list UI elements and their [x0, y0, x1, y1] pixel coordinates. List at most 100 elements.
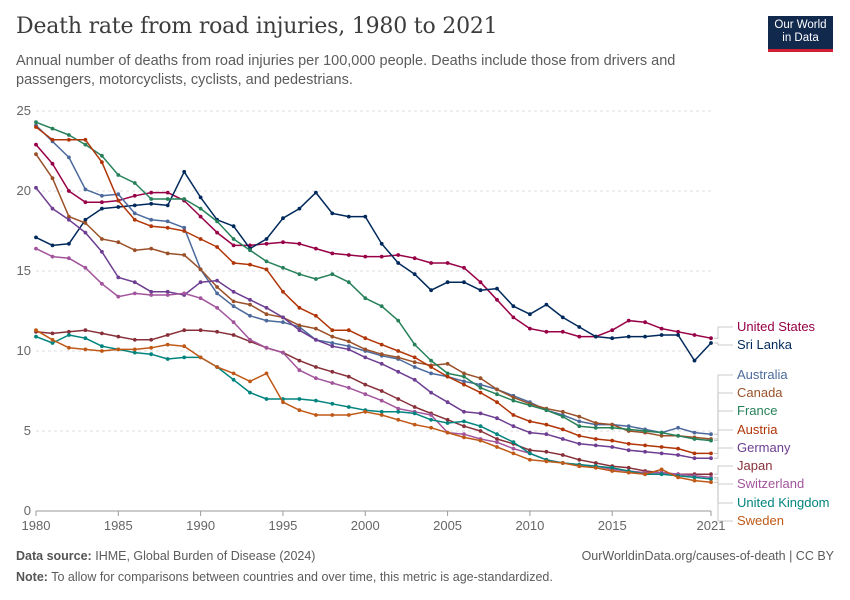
data-point[interactable]: [626, 334, 631, 339]
data-point[interactable]: [396, 349, 401, 353]
data-point[interactable]: [281, 240, 285, 245]
data-point[interactable]: [346, 413, 351, 417]
data-point[interactable]: [314, 337, 318, 342]
data-point[interactable]: [264, 397, 269, 401]
data-point[interactable]: [462, 265, 466, 270]
data-point[interactable]: [445, 371, 450, 376]
data-point[interactable]: [34, 142, 38, 147]
data-point[interactable]: [412, 377, 417, 382]
data-point[interactable]: [231, 224, 236, 229]
data-point[interactable]: [429, 261, 433, 265]
series-sri-lanka[interactable]: [34, 169, 713, 363]
data-point[interactable]: [626, 465, 631, 470]
data-point[interactable]: [83, 187, 88, 192]
data-point[interactable]: [709, 336, 713, 341]
data-point[interactable]: [231, 377, 236, 382]
series-line[interactable]: [35, 187, 711, 459]
data-point[interactable]: [379, 413, 384, 417]
data-point[interactable]: [412, 342, 417, 347]
series-sweden[interactable]: [34, 328, 713, 485]
data-point[interactable]: [709, 456, 713, 461]
data-point[interactable]: [544, 329, 549, 334]
series-australia[interactable]: [34, 123, 713, 437]
data-point[interactable]: [593, 334, 598, 339]
data-point[interactable]: [676, 425, 680, 430]
data-point[interactable]: [297, 206, 302, 211]
data-point[interactable]: [626, 427, 631, 432]
data-point[interactable]: [560, 427, 565, 432]
data-point[interactable]: [478, 438, 483, 443]
data-point[interactable]: [610, 425, 615, 430]
data-point[interactable]: [198, 214, 203, 219]
data-point[interactable]: [116, 198, 121, 203]
data-point[interactable]: [577, 424, 582, 429]
data-point[interactable]: [330, 211, 335, 216]
data-point[interactable]: [445, 280, 450, 285]
data-point[interactable]: [248, 390, 252, 395]
data-point[interactable]: [330, 341, 335, 345]
legend-label[interactable]: United States: [737, 319, 816, 334]
data-point[interactable]: [215, 305, 220, 310]
data-point[interactable]: [429, 371, 433, 376]
data-point[interactable]: [67, 217, 71, 222]
data-point[interactable]: [330, 344, 335, 349]
data-point[interactable]: [511, 413, 516, 417]
data-point[interactable]: [182, 328, 187, 333]
data-point[interactable]: [132, 350, 137, 355]
data-point[interactable]: [330, 381, 335, 385]
data-point[interactable]: [511, 424, 516, 429]
data-point[interactable]: [67, 137, 71, 142]
data-point[interactable]: [495, 297, 499, 302]
series-canada[interactable]: [34, 152, 713, 441]
data-point[interactable]: [248, 379, 252, 384]
data-point[interactable]: [50, 243, 55, 248]
data-point[interactable]: [149, 293, 154, 297]
data-point[interactable]: [165, 357, 170, 361]
data-point[interactable]: [297, 397, 302, 401]
data-point[interactable]: [100, 200, 104, 205]
data-point[interactable]: [149, 224, 154, 229]
data-point[interactable]: [248, 337, 252, 342]
data-point[interactable]: [281, 400, 285, 405]
data-point[interactable]: [511, 315, 516, 320]
data-point[interactable]: [577, 419, 582, 424]
data-point[interactable]: [478, 382, 483, 387]
data-point[interactable]: [116, 275, 121, 280]
data-point[interactable]: [379, 304, 384, 309]
data-point[interactable]: [692, 451, 697, 456]
data-point[interactable]: [412, 355, 417, 360]
series-germany[interactable]: [34, 185, 713, 461]
data-point[interactable]: [50, 337, 55, 342]
data-point[interactable]: [379, 254, 384, 259]
data-point[interactable]: [67, 329, 71, 334]
data-point[interactable]: [100, 237, 104, 241]
data-point[interactable]: [182, 197, 187, 201]
data-point[interactable]: [495, 445, 499, 449]
data-point[interactable]: [297, 408, 302, 413]
series-line[interactable]: [35, 329, 712, 483]
data-point[interactable]: [346, 385, 351, 390]
data-point[interactable]: [248, 262, 252, 267]
data-point[interactable]: [215, 285, 220, 289]
data-point[interactable]: [116, 192, 121, 197]
legend-label[interactable]: Canada: [737, 385, 783, 400]
data-point[interactable]: [50, 341, 55, 345]
data-point[interactable]: [659, 326, 664, 331]
data-point[interactable]: [495, 440, 499, 445]
data-point[interactable]: [593, 461, 598, 465]
data-point[interactable]: [67, 155, 71, 160]
data-point[interactable]: [182, 355, 187, 360]
series-line[interactable]: [35, 329, 711, 475]
data-point[interactable]: [429, 413, 433, 417]
data-point[interactable]: [528, 448, 532, 453]
data-point[interactable]: [560, 409, 565, 414]
data-point[interactable]: [83, 142, 88, 147]
data-point[interactable]: [528, 419, 532, 424]
data-point[interactable]: [593, 443, 598, 448]
data-point[interactable]: [149, 289, 154, 294]
data-point[interactable]: [132, 211, 137, 216]
data-point[interactable]: [132, 203, 137, 208]
data-point[interactable]: [709, 432, 713, 437]
data-point[interactable]: [692, 358, 697, 363]
data-point[interactable]: [560, 453, 565, 457]
